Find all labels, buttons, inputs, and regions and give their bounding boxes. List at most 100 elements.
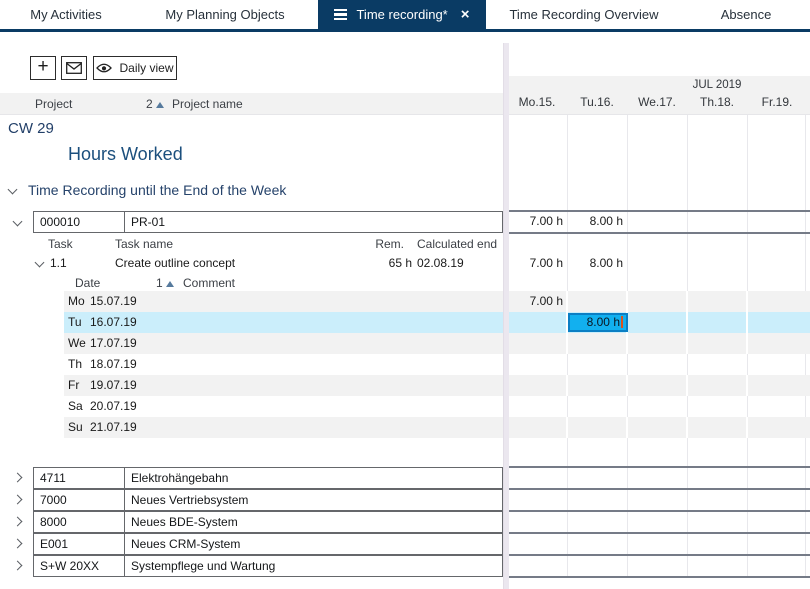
date-label: 16.07.19 [90,315,137,329]
project-id-cell[interactable]: 8000 [33,511,125,533]
date-row-mo[interactable]: Mo 15.07.19 7.00 h [64,291,810,312]
tab-my-activities[interactable]: My Activities [0,0,132,29]
month-label: JUL 2019 [692,79,742,91]
date-label: 17.07.19 [90,336,137,350]
text-cursor [621,316,623,328]
date-label: 20.07.19 [90,399,137,413]
date-row-we[interactable]: We 17.07.19 [64,333,810,354]
column-header-task[interactable]: Task [48,237,73,251]
calendar-week-label: CW 29 [8,120,54,137]
date-row-su[interactable]: Su 21.07.19 [64,417,810,438]
column-header-project-name[interactable]: Project name [172,97,243,111]
daily-view-label: Daily view [119,61,174,75]
project-name-cell[interactable]: Neues Vertriebsystem [124,489,503,511]
day-label: Th [68,357,83,371]
hours-edit-cell-selected[interactable]: 8.00 h [568,313,628,332]
add-button[interactable]: + [30,56,56,80]
column-header-calculated-end[interactable]: Calculated end [417,237,498,251]
column-header-comment[interactable]: Comment [183,276,236,290]
project-hours-mo[interactable]: 7.00 h [529,214,563,228]
plus-icon: + [37,56,49,77]
date-row-sa[interactable]: Sa 20.07.19 [64,396,810,417]
project-name-cell[interactable]: Neues BDE-System [124,511,503,533]
eye-icon [96,63,113,73]
task-calculated-end: 02.08.19 [417,256,464,270]
row-border [507,466,810,468]
date-label: 18.07.19 [90,357,137,371]
chevron-down-icon[interactable] [7,184,18,195]
date-label: 19.07.19 [90,378,137,392]
tab-label: Absence [720,7,772,22]
chevron-down-icon[interactable] [12,216,23,227]
day-hours-value[interactable]: 7.00 h [529,294,563,308]
column-header-rem[interactable]: Rem. [375,237,404,251]
project-id-cell[interactable]: 000010 [33,211,125,233]
row-border [507,210,810,212]
tab-label: My Activities [30,7,102,22]
chevron-right-icon[interactable] [12,516,23,527]
date-row-tu-selected[interactable]: Tu 16.07.19 [64,312,810,333]
column-header-project[interactable]: Project [35,97,73,111]
envelope-icon [66,62,82,74]
hours-value: 8.00 h [586,315,620,329]
day-label: Sa [68,399,83,413]
day-header-tu: Tu.16. [580,95,614,109]
project-name-cell[interactable]: Elektrohängebahn [124,467,503,489]
project-name-cell[interactable]: Neues CRM-System [124,533,503,555]
column-header-task-name[interactable]: Task name [115,237,174,251]
date-row-th[interactable]: Th 18.07.19 [64,354,810,375]
row-border [507,576,810,578]
mail-button[interactable] [61,56,87,80]
project-id-cell[interactable]: 4711 [33,467,125,489]
tab-label: Time Recording Overview [509,7,659,22]
chevron-right-icon[interactable] [12,538,23,549]
sort-indicator-date: 1 [156,276,174,290]
hours-worked-title: Hours Worked [68,144,183,164]
close-icon[interactable]: × [460,6,470,23]
sort-indicator-project: 2 [146,93,164,115]
day-header-mo: Mo.15. [518,95,556,109]
column-header-date[interactable]: Date [75,276,101,290]
date-row-fr[interactable]: Fr 19.07.19 [64,375,810,396]
row-border [507,488,810,490]
project-hours-tu[interactable]: 8.00 h [589,214,623,228]
task-name: Create outline concept [115,256,236,270]
calendar-header: JUL 2019 Mo.15. Tu.16. We.17. Th.18. Fr.… [507,76,810,115]
chevron-down-icon[interactable] [34,257,45,268]
tab-time-recording-overview[interactable]: Time Recording Overview [486,0,682,29]
day-label: Su [68,420,83,434]
chevron-right-icon[interactable] [12,494,23,505]
chevron-right-icon[interactable] [12,560,23,571]
tab-label: My Planning Objects [165,7,285,22]
tab-my-planning-objects[interactable]: My Planning Objects [132,0,318,29]
project-name-cell[interactable]: Systempflege und Wartung [124,555,503,577]
daily-view-button[interactable]: Daily view [93,56,177,80]
row-border [507,510,810,512]
project-id-cell[interactable]: S+W 20XX [33,555,125,577]
date-label: 15.07.19 [90,294,137,308]
tab-absence[interactable]: Absence [682,0,810,29]
day-label: Tu [68,315,82,329]
project-name-cell[interactable]: PR-01 [124,211,503,233]
section-title: Time Recording until the End of the Week [28,182,287,198]
hamburger-menu-icon[interactable] [334,8,348,21]
panel-splitter[interactable] [503,43,509,589]
row-border [507,554,810,556]
chevron-right-icon[interactable] [12,472,23,483]
task-remaining: 65 h [388,256,412,270]
project-id-cell[interactable]: 7000 [33,489,125,511]
sort-ascending-icon [155,102,164,108]
day-header-fr: Fr.19. [761,95,793,109]
day-label: We [68,336,86,350]
task-hours-tu[interactable]: 8.00 h [589,256,623,270]
task-id: 1.1 [50,256,67,270]
day-header-th: Th.18. [699,95,735,109]
tab-time-recording[interactable]: Time recording* × [318,0,486,29]
sort-ascending-icon [165,281,174,287]
day-header-we: We.17. [638,95,676,109]
project-id-cell[interactable]: E001 [33,533,125,555]
tab-label: Time recording* [356,7,448,22]
task-hours-mo[interactable]: 7.00 h [529,256,563,270]
date-label: 21.07.19 [90,420,137,434]
